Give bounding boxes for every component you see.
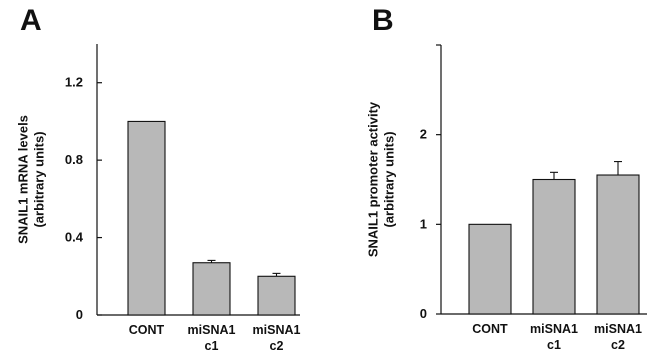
x-tick-label: CONT (472, 322, 508, 336)
y-tick-label: 0.4 (65, 230, 84, 245)
x-tick-label: c2 (270, 339, 284, 353)
y-tick-label: 1 (420, 216, 427, 231)
x-tick-label: c1 (205, 339, 219, 353)
bar (128, 121, 165, 315)
y-axis-label: (arbitrary units) (31, 131, 46, 227)
x-tick-label: c2 (611, 338, 625, 352)
y-tick-label: 1.2 (65, 75, 83, 90)
bar (533, 180, 575, 315)
bar (258, 276, 295, 315)
x-tick-label: CONT (129, 323, 165, 337)
y-axis-label: SNAIL1 mRNA levels (15, 115, 30, 244)
y-tick-label: 2 (420, 127, 427, 142)
panel-letter: B (372, 4, 394, 37)
x-tick-label: c1 (547, 338, 561, 352)
y-axis-label: SNAIL1 promoter activity (365, 101, 380, 257)
bar (469, 224, 511, 314)
y-tick-label: 0.8 (65, 152, 83, 167)
y-tick-label: 0 (76, 307, 83, 322)
x-tick-label: miSNA1 (188, 323, 236, 337)
bar (597, 175, 639, 314)
x-tick-label: miSNA1 (594, 322, 642, 336)
panel-b: B SNAIL1 promoter activity (arbitrary unit… (365, 4, 647, 352)
y-tick-label: 0 (420, 306, 427, 321)
panel-a: A SNAIL1 mRNA levels (arbitrary units) 0 0.4… (15, 4, 300, 353)
panel-letter: A (20, 4, 42, 37)
y-axis-label: (arbitrary units) (381, 131, 396, 227)
bar (193, 263, 230, 315)
x-tick-label: miSNA1 (253, 323, 301, 337)
x-tick-label: miSNA1 (530, 322, 578, 336)
